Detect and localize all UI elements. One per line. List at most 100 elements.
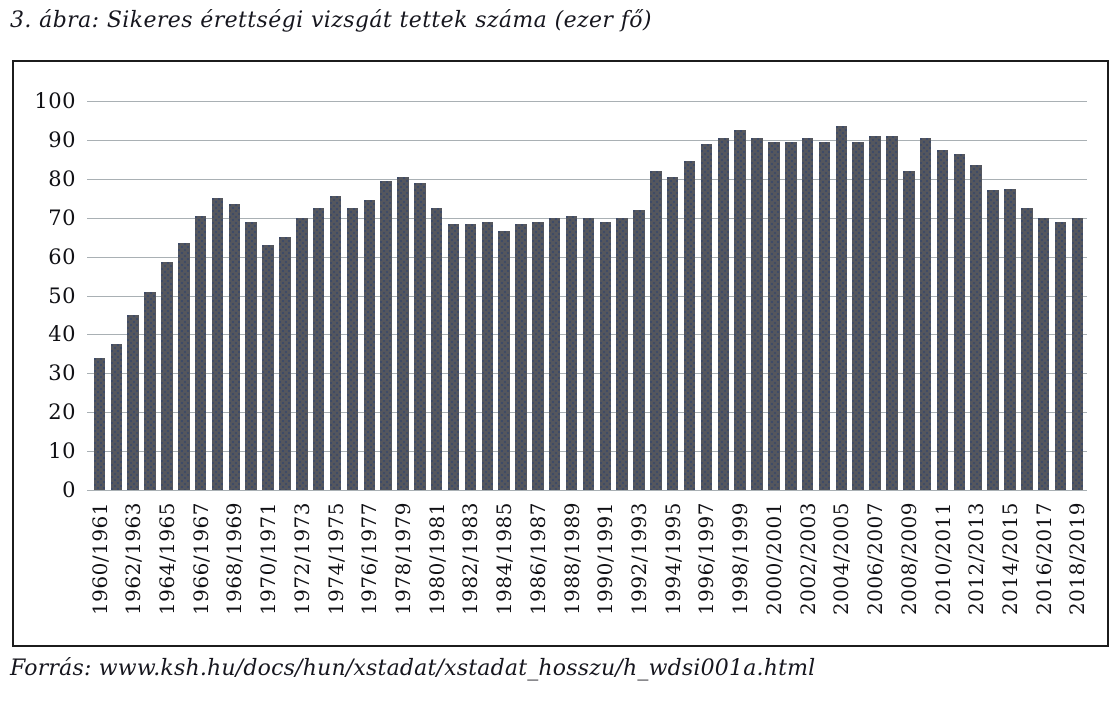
bar-1993-1994 [650, 171, 662, 490]
x-axis-tick-label: 2004/2005 [829, 502, 854, 616]
x-axis-tick-label: 2006/2007 [863, 502, 888, 616]
x-axis-tick-label: 1996/1997 [694, 502, 719, 616]
x-axis-tick-label: 1980/1981 [424, 502, 449, 616]
bar-2012-2013 [970, 165, 982, 490]
x-axis-tick-label: 2014/2015 [997, 502, 1022, 616]
x-axis-tick-label: 2018/2019 [1065, 502, 1090, 616]
bar-2005-2006 [852, 141, 864, 490]
y-gridline-80 [87, 178, 1087, 180]
bar-2013-2014 [987, 190, 999, 490]
x-axis-tick-label: 1990/1991 [593, 502, 618, 616]
bar-2015-2016 [1021, 207, 1033, 490]
y-axis-tick-label: 70 [48, 205, 76, 230]
bar-2002-2003 [801, 137, 814, 490]
bar-1962-1963 [127, 314, 139, 490]
bar-1994-1995 [666, 176, 679, 490]
y-axis-tick-label: 80 [48, 166, 76, 191]
x-axis-tick-label: 1962/1963 [121, 502, 146, 616]
x-axis-tick-label: 2016/2017 [1031, 502, 1056, 616]
x-axis-tick-label: 1992/1993 [627, 502, 652, 616]
bar-1992-1993 [633, 209, 645, 490]
bar-2016-2017 [1037, 217, 1050, 490]
x-axis-tick-label: 1968/1969 [222, 502, 247, 616]
bar-1989-1990 [582, 217, 595, 490]
x-axis-tick-label: 1960/1961 [87, 502, 112, 616]
x-axis-tick-label: 2008/2009 [896, 502, 921, 616]
bar-1997-1998 [717, 137, 730, 490]
x-axis-tick-label: 2012/2013 [964, 502, 989, 616]
y-axis-tick-label: 90 [48, 127, 76, 152]
x-axis-tick-label: 2000/2001 [761, 502, 786, 616]
y-axis-tick-label: 50 [48, 283, 76, 308]
bar-2004-2005 [835, 126, 848, 490]
x-axis-tick-label: 2002/2003 [795, 502, 820, 616]
bar-1960-1961 [93, 357, 106, 490]
bar-1978-1979 [397, 176, 409, 490]
bar-1970-1971 [262, 244, 274, 490]
bar-1982-1983 [464, 223, 477, 490]
x-axis-tick-label: 1986/1987 [525, 502, 550, 616]
source-citation: Forrás: www.ksh.hu/docs/hun/xstadat/xsta… [10, 656, 816, 681]
bar-2018-2019 [1071, 217, 1084, 490]
bar-2010-2011 [936, 149, 949, 490]
bar-1979-1980 [414, 182, 426, 490]
x-axis-tick-label: 1978/1979 [390, 502, 415, 616]
bar-1981-1982 [447, 223, 460, 490]
y-axis-tick-label: 20 [48, 400, 76, 425]
bar-1966-1967 [194, 215, 207, 490]
x-axis-tick-label: 1966/1967 [188, 502, 213, 616]
bar-1972-1973 [296, 217, 308, 490]
x-axis-tick-label: 1972/1973 [289, 502, 314, 616]
bar-2000-2001 [768, 141, 780, 490]
bar-2017-2018 [1054, 221, 1067, 490]
y-gridline-100 [87, 101, 1087, 102]
y-gridline-0 [87, 490, 1087, 491]
bar-1977-1978 [380, 180, 392, 490]
x-axis-tick-label: 1994/1995 [660, 502, 685, 616]
bar-chart: 0 10 20 30 40 50 60 70 80 90 100 1960/1961 1962/1963… [12, 60, 1109, 647]
bar-2007-2008 [886, 136, 898, 490]
bar-2014-2015 [1004, 188, 1016, 490]
bar-1984-1985 [498, 231, 510, 490]
figure-title: 3. ábra: Sikeres érettségi vizsgát tette… [10, 8, 652, 33]
bar-1963-1964 [144, 291, 156, 490]
bar-1991-1992 [616, 217, 628, 490]
y-axis-tick-label: 60 [48, 244, 76, 269]
y-axis-tick-label: 0 [62, 478, 76, 502]
y-axis-tick-label: 100 [34, 89, 76, 113]
bar-1969-1970 [245, 221, 257, 490]
bar-1967-1968 [211, 198, 224, 490]
bar-1996-1997 [700, 143, 713, 490]
bar-1974-1975 [329, 196, 342, 490]
x-axis-tick-label: 1974/1975 [323, 502, 348, 616]
bar-1975-1976 [346, 207, 359, 490]
y-gridline-90 [87, 139, 1087, 141]
bar-1988-1989 [565, 215, 578, 490]
bar-2001-2002 [785, 141, 797, 490]
x-axis-tick-label: 1982/1983 [458, 502, 483, 616]
bar-1971-1972 [279, 237, 291, 490]
bar-1990-1991 [599, 221, 612, 490]
bar-1961-1962 [110, 344, 123, 490]
bar-1998-1999 [734, 130, 746, 490]
bar-2009-2010 [919, 137, 932, 490]
y-axis-tick-label: 40 [48, 322, 76, 347]
y-axis-tick-label: 10 [48, 439, 76, 464]
bar-1986-1987 [532, 221, 544, 490]
bar-1964-1965 [161, 262, 173, 490]
bar-2008-2009 [903, 171, 915, 490]
bar-1980-1981 [430, 207, 443, 490]
bar-1995-1996 [683, 161, 696, 490]
bar-2006-2007 [869, 136, 881, 490]
bar-1965-1966 [178, 242, 190, 490]
bar-1973-1974 [312, 207, 325, 490]
bar-1968-1969 [228, 204, 241, 490]
x-axis-tick-label: 1976/1977 [357, 502, 382, 616]
bar-1983-1984 [481, 221, 494, 490]
bar-2011-2012 [953, 153, 966, 490]
bar-1976-1977 [363, 200, 375, 490]
x-axis-tick-label: 1984/1985 [492, 502, 517, 616]
x-axis-tick-label: 1964/1965 [154, 502, 179, 616]
x-axis-tick-label: 1988/1989 [559, 502, 584, 616]
